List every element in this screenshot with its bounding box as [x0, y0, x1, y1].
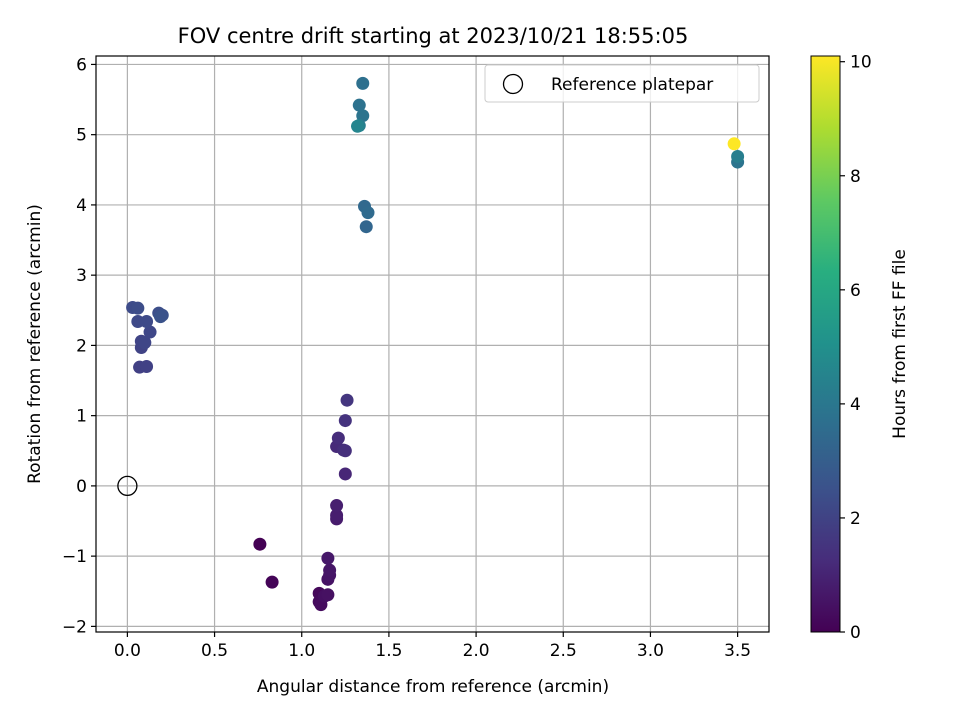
legend-entry-reference: Reference platepar — [551, 75, 713, 95]
colorbar-ticks: 0 2 4 6 8 10 — [840, 53, 872, 643]
colorbar-tick-label: 6 — [850, 281, 861, 301]
colorbar-tick-label: 0 — [850, 623, 861, 643]
y-tick-label: 0 — [76, 477, 87, 497]
colorbar-tick-label: 4 — [850, 395, 861, 415]
data-point — [330, 499, 344, 513]
x-tick-label: 3.5 — [724, 641, 751, 661]
colorbar-tick-label: 8 — [850, 167, 861, 187]
y-tick-label: −2 — [62, 617, 87, 637]
y-tick-label: 3 — [76, 266, 87, 286]
data-point — [138, 336, 152, 350]
data-point — [352, 98, 366, 112]
data-point — [140, 315, 154, 329]
y-tick-label: 5 — [76, 126, 87, 146]
colorbar: 0 2 4 6 8 10 Hours from first FF file — [810, 53, 910, 643]
data-point — [265, 575, 279, 589]
data-point — [323, 563, 337, 577]
colorbar-tick-label: 2 — [850, 509, 861, 529]
x-tick-label: 1.5 — [375, 641, 402, 661]
y-tick-label: 1 — [76, 407, 87, 427]
data-point — [351, 119, 365, 133]
plot-frame — [95, 55, 770, 633]
reference-marker-group — [117, 475, 138, 497]
y-tick-label: −1 — [62, 547, 87, 567]
data-point — [330, 508, 344, 522]
data-point — [338, 414, 352, 428]
x-axis-ticks: 0.0 0.5 1.0 1.5 2.0 2.5 3.0 3.5 — [114, 632, 751, 661]
data-point — [140, 359, 154, 373]
data-points — [126, 76, 745, 612]
x-tick-label: 0.0 — [114, 641, 141, 661]
legend-box — [484, 64, 760, 103]
y-tick-label: 4 — [76, 196, 87, 216]
data-point — [131, 301, 145, 315]
legend-reference-marker — [502, 73, 524, 95]
x-tick-label: 2.5 — [550, 641, 577, 661]
data-point — [331, 431, 345, 445]
x-tick-label: 2.0 — [463, 641, 490, 661]
x-tick-label: 3.0 — [637, 641, 664, 661]
x-axis-label: Angular distance from reference (arcmin) — [257, 677, 609, 697]
colorbar-gradient — [810, 55, 841, 633]
data-point — [356, 76, 370, 90]
data-point — [253, 537, 267, 551]
data-point — [154, 310, 168, 324]
legend: Reference platepar — [484, 64, 760, 103]
reference-platepar-marker — [117, 475, 138, 497]
data-point — [356, 109, 370, 123]
data-point — [338, 444, 352, 458]
chart-title: FOV centre drift starting at 2023/10/21 … — [178, 24, 689, 48]
data-point — [359, 220, 373, 234]
y-axis-ticks: −2 −1 0 1 2 3 4 5 6 — [62, 55, 96, 637]
colorbar-label: Hours from first FF file — [890, 249, 910, 439]
data-point — [361, 206, 375, 220]
data-point — [340, 393, 354, 407]
y-tick-label: 2 — [76, 336, 87, 356]
data-point — [143, 325, 157, 339]
x-tick-label: 0.5 — [201, 641, 228, 661]
data-point — [731, 149, 745, 163]
data-point — [338, 467, 352, 481]
data-point — [321, 551, 335, 565]
data-point — [321, 588, 335, 602]
data-point — [727, 137, 741, 151]
colorbar-tick-label: 10 — [850, 53, 872, 73]
y-axis-label: Rotation from reference (arcmin) — [25, 204, 45, 484]
y-tick-label: 6 — [76, 55, 87, 75]
grid-lines — [96, 56, 769, 632]
x-tick-label: 1.0 — [288, 641, 315, 661]
